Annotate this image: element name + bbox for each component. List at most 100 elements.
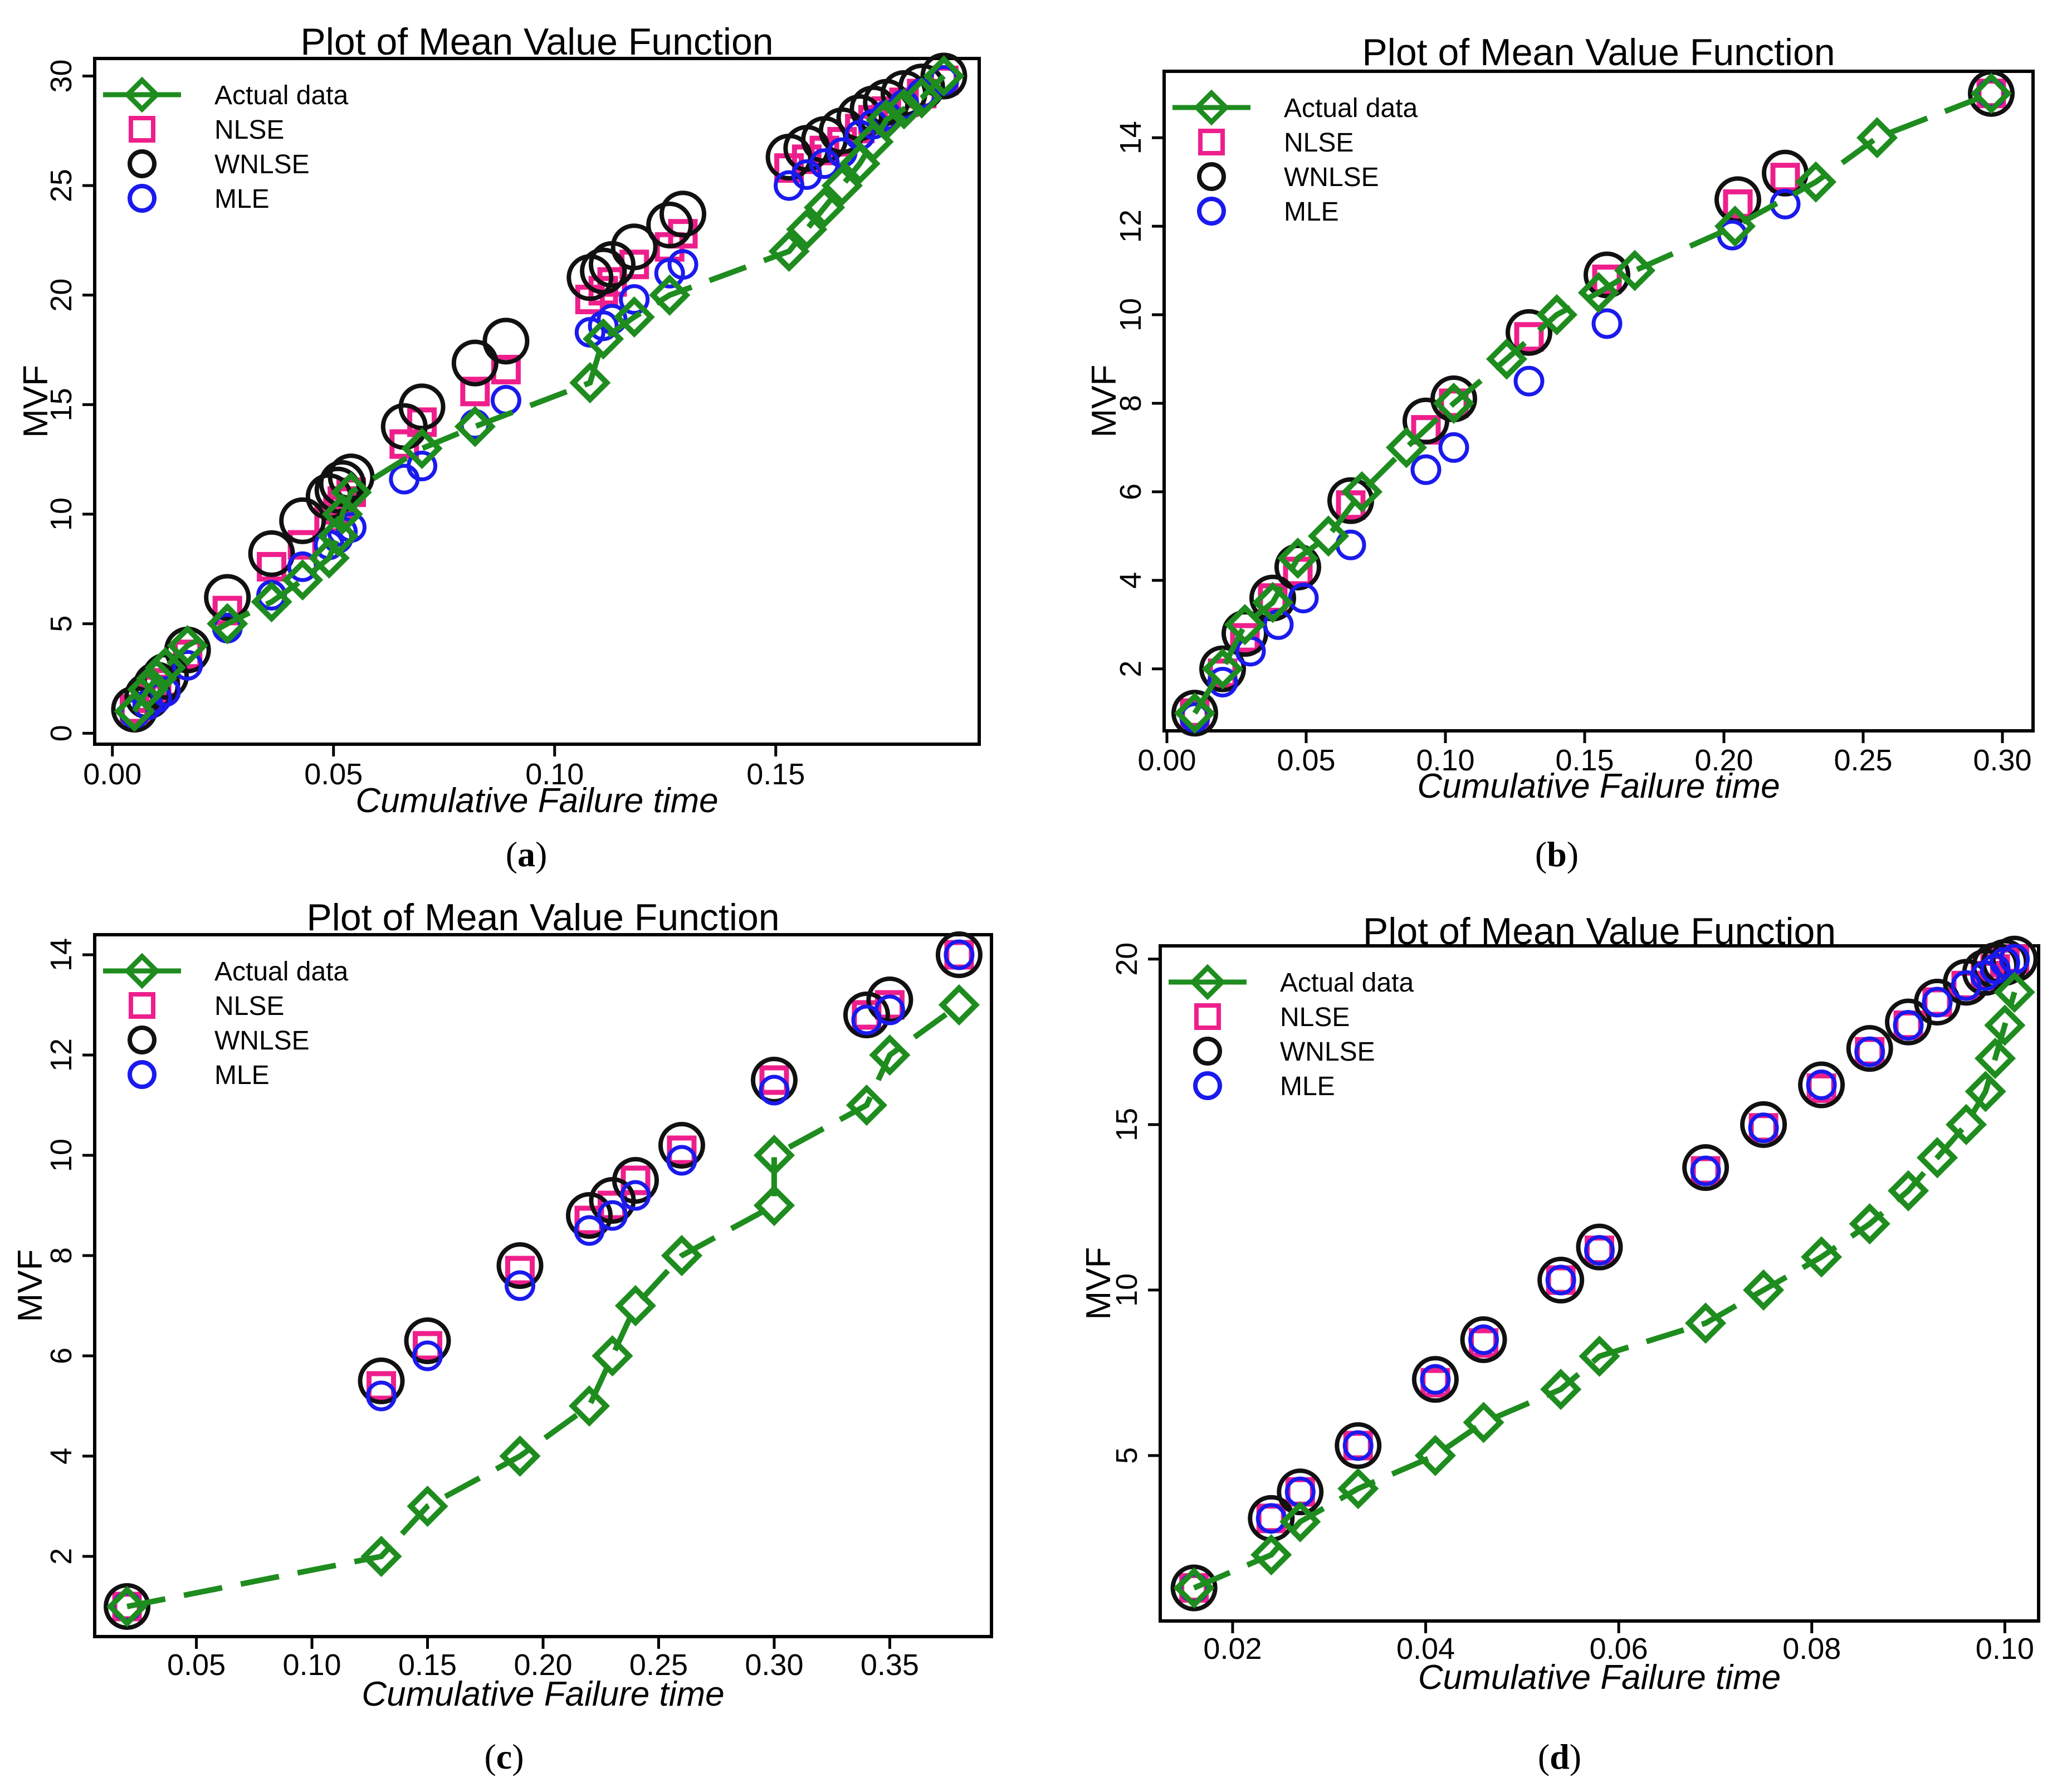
legend-label-mle: MLE [1280,1072,1335,1101]
actual-data-point [821,165,863,207]
actual-data-point [1577,272,1620,314]
x-tick-label: 0.05 [167,1648,226,1682]
panel-label-letter: a [517,834,535,874]
nlse-point [460,377,490,407]
mle-point [619,284,650,315]
actual-data-point [1743,1269,1785,1311]
legend-circle-icon [1193,1071,1222,1100]
actual-series [1174,72,2012,734]
legend-label-mle: MLE [214,1061,270,1090]
actual-data-point [282,559,324,601]
mle-point [597,1200,628,1231]
nlse-point [257,551,287,582]
wnlse-point [935,931,983,978]
x-tick-label: 0.15 [398,1648,457,1682]
plot-frame [93,57,981,746]
mle-point [389,463,420,495]
actual-data-point [207,603,248,644]
legend: Actual data NLSE WNLSE MLE [103,76,348,214]
panel-label-letter: d [1550,1737,1570,1776]
nlse-point [1770,163,1800,193]
legend-label-actual: Actual data [1284,94,1418,123]
legend-label-actual: Actual data [214,957,348,987]
y-tick-label: 8 [45,1247,78,1264]
actual-data-point [1579,1335,1620,1377]
actual-data-line [1193,991,2017,1591]
actual-data-point [1252,582,1294,623]
actual-data-point [401,427,443,470]
wnlse-point [496,1242,544,1289]
mle-point [1410,454,1442,485]
y-tick-label: 14 [1114,121,1147,154]
mle-point [1513,365,1545,397]
actual-data-point [768,231,810,272]
actual-data-point [1849,1203,1890,1245]
wnlse-point [612,1157,659,1204]
y-tick-label: 5 [1110,1447,1144,1464]
wnlse-point [1170,1564,1218,1612]
wnlse-point [248,530,295,577]
nlse-point [1514,322,1544,352]
panel-label-close: ) [535,834,547,874]
x-tick-label: 0.25 [1834,744,1892,777]
y-tick-label: 20 [1110,943,1144,976]
wnlse-point [658,1122,705,1169]
actual-data-point [127,668,169,710]
legend-circle-icon [128,1060,157,1089]
wnlse-point [1171,690,1218,737]
legend-label-mle: MLE [1284,197,1339,227]
actual-data-point [869,1034,911,1076]
x-tick-label: 0.08 [1782,1632,1841,1666]
mle-point [1545,1264,1576,1296]
nlse-point [367,1371,397,1401]
legend: Actual data NLSE WNLSE MLE [1172,89,1418,227]
y-tick-label: 15 [45,388,78,421]
y-tick-label: 0 [45,725,78,741]
actual-data-point [1414,1434,1456,1477]
plot-frame [1162,70,2035,733]
chart-panel-c: Plot of Mean Value Function 0.05 0.10 0.15 0… [11,896,993,1776]
y-tick-label: 5 [45,616,78,632]
x-tick-label: 0.05 [304,758,363,791]
wnlse-point [1798,1061,1845,1109]
actual-data-point [1916,1137,1958,1179]
mle-point [874,994,905,1026]
y-axis-label: MVF [1079,1247,1118,1320]
wnlse-point [358,1358,405,1404]
x-tick-label: 0.10 [1976,1632,2034,1666]
chart-title: Plot of Mean Value Function [1362,31,1835,74]
actual-data-point [583,318,624,360]
panel-label: (c) [484,1737,524,1776]
actual-data-point [804,187,846,228]
panel-label-letter: c [496,1737,512,1776]
x-tick-label: 0.00 [83,758,141,791]
actual-data-point [568,1385,610,1427]
y-axis-label: MVF [1085,365,1123,438]
x-tick-label: 0.06 [1590,1632,1648,1666]
actual-data-point [1970,72,2012,114]
mle-point [1748,1112,1779,1144]
wnlse-point [866,976,913,1023]
wnlse-point [646,201,693,248]
wnlse-point [565,1192,613,1239]
actual-data-point [1887,1170,1929,1212]
y-tick-label: 10 [45,497,78,531]
panel-label-open: ( [1535,834,1547,874]
wnlse-point [1584,251,1630,299]
actual-data-point [1337,1468,1379,1510]
wnlse-point [580,247,627,295]
mle-point [412,1340,443,1371]
wnlse-point [404,1317,451,1364]
actual-data-point [1463,1402,1504,1443]
actual-data-point [1279,1501,1321,1542]
x-tick-label: 0.10 [1416,744,1474,777]
actual-data-point [1614,250,1656,291]
y-tick-label: 10 [1114,298,1147,331]
x-axis-label: Cumulative Failure time [361,1675,724,1713]
mle-point [505,1270,536,1301]
actual-data-point [144,647,187,689]
mle-point [759,1075,790,1106]
actual-data-point [407,1485,448,1527]
actual-data-point [938,984,980,1026]
actual-series [106,984,980,1628]
